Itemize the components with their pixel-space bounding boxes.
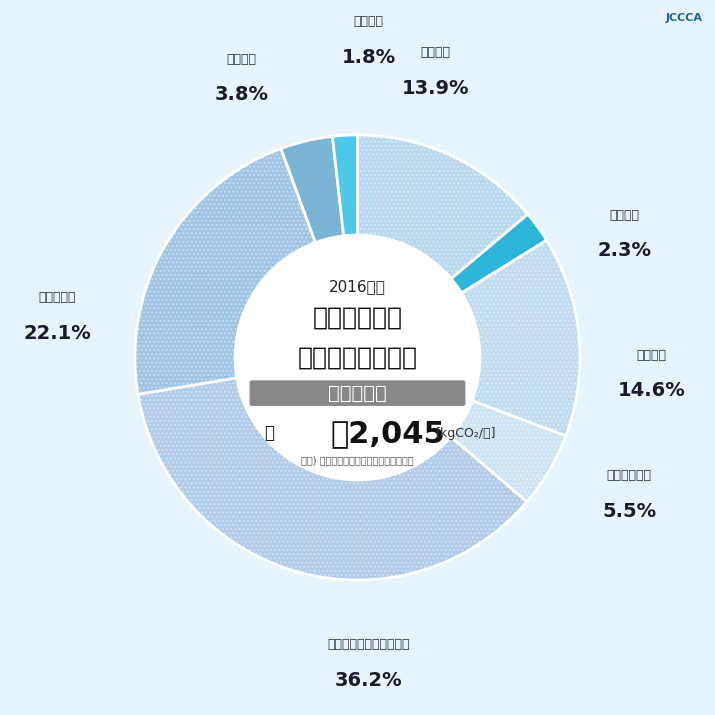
Text: 二酸化炭素排出量: 二酸化炭素排出量	[297, 345, 418, 370]
Text: 給湯から: 給湯から	[636, 349, 666, 362]
Text: JCCCA: JCCCA	[666, 13, 702, 22]
Wedge shape	[135, 149, 315, 394]
Text: 36.2%: 36.2%	[335, 671, 403, 690]
Wedge shape	[462, 240, 580, 436]
Wedge shape	[358, 135, 528, 279]
Text: 14.6%: 14.6%	[618, 381, 685, 400]
Text: 5.5%: 5.5%	[602, 502, 656, 521]
Text: 13.9%: 13.9%	[402, 79, 469, 98]
Wedge shape	[332, 135, 358, 236]
Text: 暖房から: 暖房から	[420, 46, 450, 59]
Text: 3.8%: 3.8%	[214, 85, 269, 104]
Text: 約: 約	[264, 424, 274, 442]
Text: 自動車から: 自動車から	[39, 291, 76, 304]
Wedge shape	[451, 214, 547, 293]
Text: 約2,045: 約2,045	[331, 419, 445, 448]
Text: 出典) 温室効果ガスインベントリオフィス: 出典) 温室効果ガスインベントリオフィス	[301, 455, 414, 465]
Text: ゴミから: ゴミから	[227, 53, 257, 66]
FancyBboxPatch shape	[250, 380, 465, 406]
Text: 2.3%: 2.3%	[598, 241, 651, 260]
Text: 1.8%: 1.8%	[342, 47, 395, 66]
Text: 冷房から: 冷房から	[610, 209, 640, 222]
Wedge shape	[138, 378, 527, 580]
Text: [kgCO₂/人]: [kgCO₂/人]	[435, 427, 496, 440]
Text: 用途別内訳: 用途別内訳	[328, 384, 387, 403]
Circle shape	[235, 235, 480, 480]
Text: 一人当たりの: 一人当たりの	[312, 305, 403, 330]
Text: キッチンから: キッチンから	[606, 469, 651, 482]
Text: 2016年度: 2016年度	[329, 279, 386, 294]
Wedge shape	[281, 137, 344, 242]
Text: 照明・家電製品などから: 照明・家電製品などから	[327, 638, 410, 651]
Text: 水道から: 水道から	[354, 15, 384, 28]
Text: 22.1%: 22.1%	[23, 323, 91, 342]
Wedge shape	[450, 400, 566, 502]
